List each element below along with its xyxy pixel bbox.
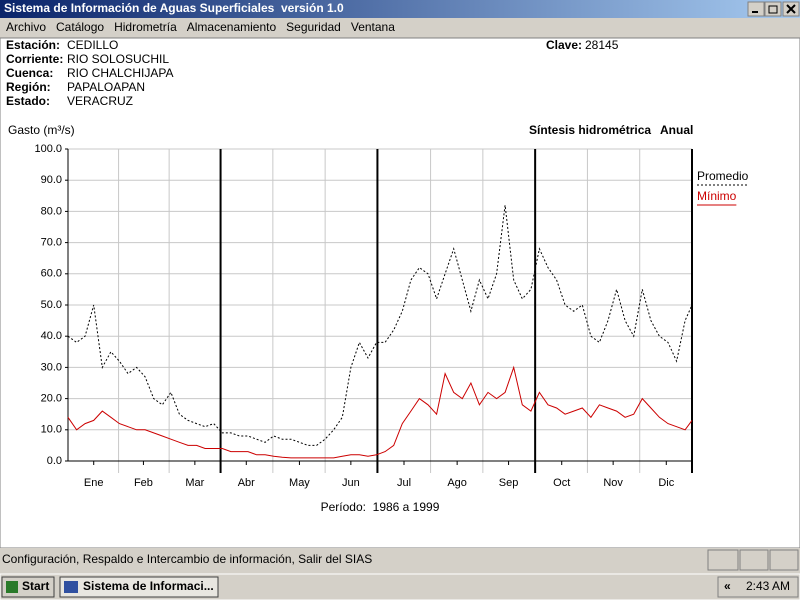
field-value: CEDILLO — [67, 38, 118, 52]
status-text: Configuración, Respaldo e Intercambio de… — [2, 552, 372, 566]
tray-arrow[interactable]: « — [724, 579, 731, 593]
x-tick-label: Feb — [134, 477, 153, 489]
x-tick-label: Dic — [658, 477, 674, 489]
legend-label: Promedio — [697, 169, 749, 183]
restore-icon — [768, 5, 778, 14]
y-tick-label: 30.0 — [41, 361, 62, 373]
x-tick-label: Ene — [84, 477, 104, 489]
field-value: PAPALOAPAN — [67, 80, 145, 94]
window-title: Sistema de Información de Aguas Superfic… — [4, 1, 344, 15]
y-tick-label: 90.0 — [41, 174, 62, 186]
field-label: Corriente: — [6, 52, 63, 66]
field-value: 28145 — [585, 38, 619, 52]
field-label: Estación: — [6, 38, 60, 52]
x-tick-label: Abr — [238, 477, 255, 489]
chart: Gasto (m³/s) Síntesis hidrométrica Anual Pe… — [8, 123, 749, 514]
y-tick-label: 10.0 — [41, 424, 62, 436]
chart-title: Síntesis hidrométrica — [529, 123, 651, 137]
series-line — [67, 365, 693, 459]
clock: 2:43 AM — [746, 579, 790, 593]
field-label: Región: — [6, 80, 51, 94]
task-label: Sistema de Informaci... — [83, 579, 214, 593]
station-info: Estación: CEDILLO Corriente: RIO SOLOSUCHIL… — [6, 38, 619, 108]
restore-button[interactable] — [764, 1, 782, 17]
menu-item[interactable]: Seguridad — [286, 20, 341, 34]
start-label: Start — [22, 579, 49, 593]
tray — [717, 576, 799, 598]
status-bar — [0, 548, 800, 572]
x-tick-label: Jun — [342, 477, 360, 489]
menu-item[interactable]: Archivo — [6, 20, 46, 34]
x-tick-label: Oct — [553, 477, 570, 489]
y-tick-label: 100.0 — [34, 143, 62, 155]
menu-item[interactable]: Catálogo — [56, 20, 104, 34]
field-label: Estado: — [6, 94, 50, 108]
window-controls[interactable] — [747, 1, 800, 17]
task-icon — [64, 581, 78, 593]
status-pane — [707, 549, 739, 571]
x-tick-label: May — [289, 477, 310, 489]
field-label: Cuenca: — [6, 66, 53, 80]
task-button[interactable] — [59, 576, 219, 598]
y-tick-label: 40.0 — [41, 330, 62, 342]
field-value: RIO SOLOSUCHIL — [67, 52, 169, 66]
legend-label: Mínimo — [697, 189, 737, 203]
x-tick-label: Jul — [397, 477, 411, 489]
y-tick-label: 70.0 — [41, 237, 62, 249]
menu-item[interactable]: Hidrometría — [114, 20, 177, 34]
field-value: VERACRUZ — [67, 94, 133, 108]
y-tick-label: 0.0 — [47, 455, 62, 467]
content-area — [0, 37, 800, 549]
title-bar — [0, 0, 800, 18]
menu-bar: Archivo Catálogo Hidrometría Almacenamiento… — [6, 20, 395, 34]
y-tick-label: 50.0 — [41, 299, 62, 311]
start-logo — [6, 581, 18, 593]
x-tick-label: Ago — [447, 477, 467, 489]
field-label: Clave: — [546, 38, 582, 52]
menu-item[interactable]: Almacenamiento — [187, 20, 277, 34]
chart-subtitle: Anual — [660, 123, 693, 137]
footer: Período: 1986 a 1999 — [321, 500, 440, 514]
minimize-button[interactable] — [747, 1, 765, 17]
x-tick-label: Mar — [185, 477, 204, 489]
menu-item[interactable]: Ventana — [351, 20, 395, 34]
close-icon — [786, 4, 796, 14]
x-tick-label: Nov — [603, 477, 623, 489]
y-tick-label: 80.0 — [41, 205, 62, 217]
x-tick-label: Sep — [499, 477, 519, 489]
status-pane — [769, 549, 799, 571]
status-pane — [739, 549, 769, 571]
field-value: RIO CHALCHIJAPA — [67, 66, 173, 80]
y-tick-label: 60.0 — [41, 268, 62, 280]
y-axis-label: Gasto (m³/s) — [8, 123, 75, 137]
y-tick-label: 20.0 — [41, 393, 62, 405]
